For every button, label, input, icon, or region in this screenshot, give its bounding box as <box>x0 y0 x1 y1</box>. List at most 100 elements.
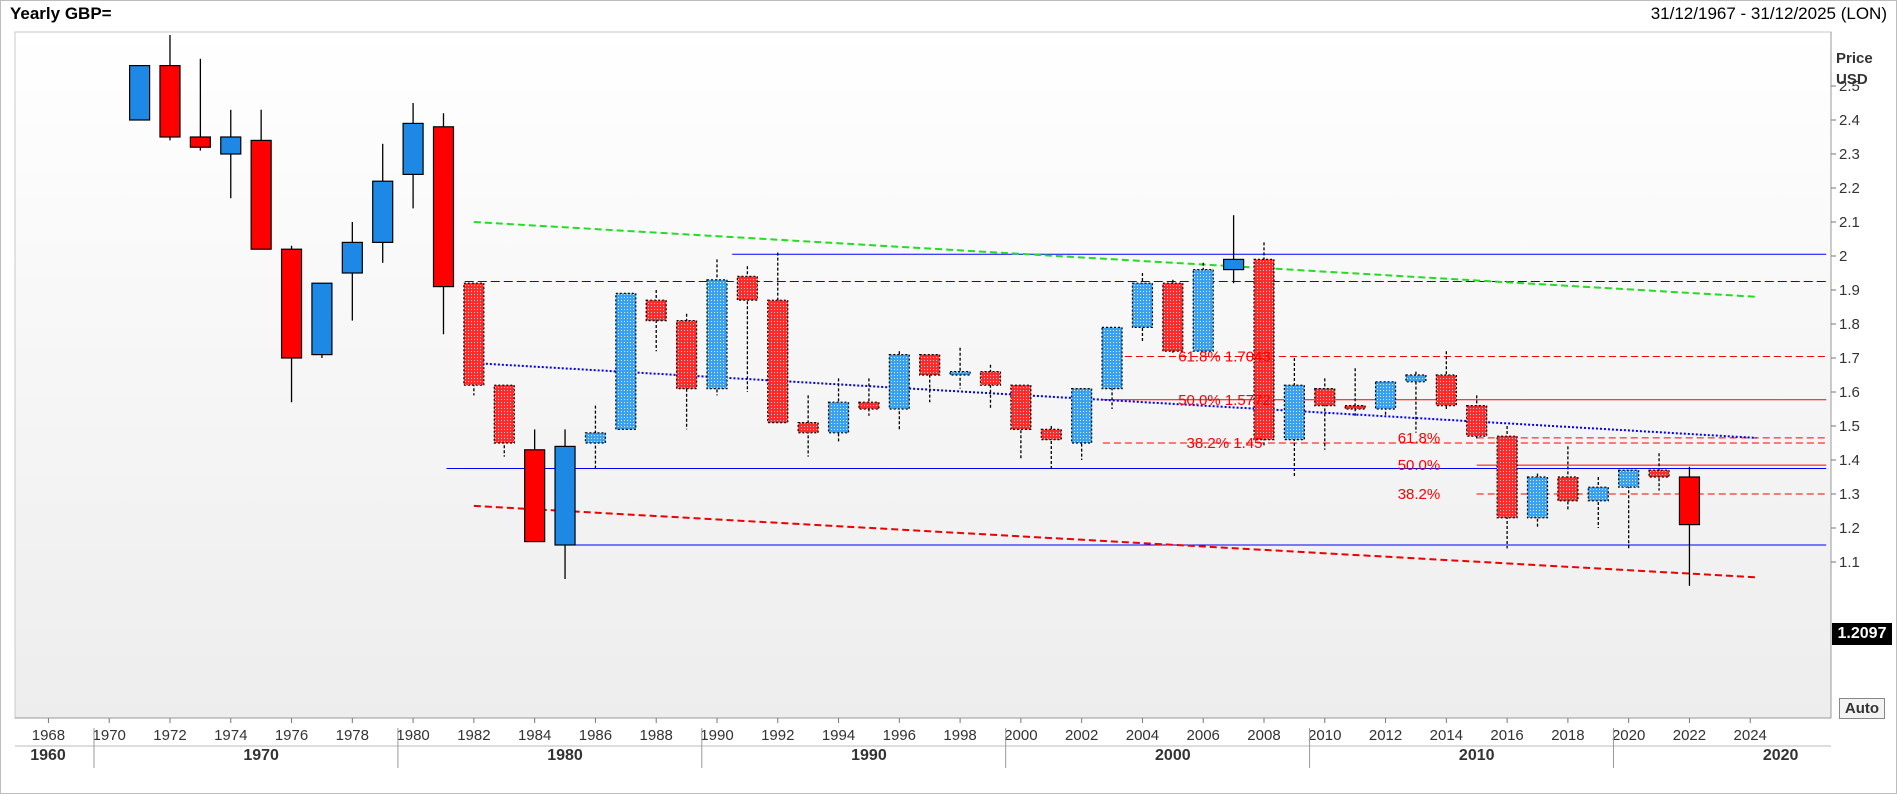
x-tick-label: 2018 <box>1551 727 1584 744</box>
x-tick-label: 1984 <box>518 727 551 744</box>
candle-body <box>1040 428 1062 441</box>
x-tick-label: 2022 <box>1673 727 1706 744</box>
candle <box>250 109 272 250</box>
last-price-badge: 1.2097 <box>1832 623 1892 645</box>
candle-body <box>1678 476 1701 526</box>
candle <box>979 364 1002 409</box>
candle <box>189 58 211 151</box>
candle-body <box>1557 476 1579 502</box>
candle <box>1253 242 1275 447</box>
candle <box>1314 378 1336 450</box>
fib-label: 50.0% <box>1398 457 1441 474</box>
x-tick-label: 2008 <box>1247 727 1280 744</box>
x-tick-label: 1990 <box>700 727 733 744</box>
y-tick-label: 2.4 <box>1839 112 1860 129</box>
candle-body <box>280 248 303 359</box>
price-label-line2: USD <box>1836 71 1868 88</box>
candle-body <box>1374 381 1397 410</box>
candle <box>432 113 455 335</box>
candle <box>1223 215 1245 284</box>
x-tick-label: 2016 <box>1490 727 1523 744</box>
candle <box>1587 477 1609 528</box>
candle-body <box>1526 476 1549 519</box>
x-axis: 1968 1970 1972 1974 1976 1978 1980 1982 1984 1986… <box>15 717 1831 768</box>
x-tick-label: 1986 <box>579 727 612 744</box>
y-tick-label: 1.7 <box>1839 350 1860 367</box>
x-tick-label: 2004 <box>1126 727 1159 744</box>
candle-body <box>372 180 394 243</box>
candle <box>797 395 819 457</box>
candle-body <box>524 449 546 543</box>
candle <box>645 290 667 352</box>
x-tick-label: 2024 <box>1734 727 1767 744</box>
y-tick-label: 2.3 <box>1839 146 1860 163</box>
candle <box>1618 469 1640 549</box>
x-tick-label: 1982 <box>457 727 490 744</box>
candle <box>1040 426 1062 471</box>
y-tick-label: 1.4 <box>1839 452 1860 469</box>
y-tick-label: 2.1 <box>1839 214 1860 231</box>
candle <box>159 35 181 141</box>
candle-body <box>645 299 667 322</box>
x-tick-label: 2006 <box>1187 727 1220 744</box>
candle <box>1010 384 1032 460</box>
candle-body <box>311 282 333 356</box>
candle <box>1283 358 1305 477</box>
candle <box>888 351 910 430</box>
date-range: 31/12/1967 - 31/12/2025 (LON) <box>1650 4 1887 23</box>
trend-line <box>473 504 1757 579</box>
candle-body <box>1283 384 1305 441</box>
candle <box>220 109 242 199</box>
candle-body <box>250 139 272 250</box>
candle <box>615 292 637 430</box>
candle-body <box>1405 374 1427 383</box>
x-tick-label: 2010 <box>1308 727 1341 744</box>
candle <box>402 103 424 209</box>
auto-scale-button[interactable]: Auto <box>1839 698 1885 719</box>
candle <box>1648 453 1670 491</box>
candle-body <box>1223 258 1245 271</box>
candle <box>1344 368 1366 416</box>
candle-body <box>1192 269 1214 352</box>
candle <box>584 405 607 471</box>
candle <box>1131 273 1154 341</box>
y-tick-label: 1.1 <box>1839 554 1860 571</box>
y-tick-label: 2.5 <box>1839 78 1860 95</box>
fib-label: 61.8% 1.7043 <box>1178 349 1271 366</box>
decade-label: 1960 <box>30 747 66 764</box>
candle-body <box>1253 258 1275 441</box>
candle <box>1526 473 1549 528</box>
x-tick-label: 1980 <box>396 727 429 744</box>
fib-label: 61.8% <box>1398 430 1441 447</box>
candle-body <box>1071 388 1093 444</box>
candle-body <box>128 64 151 121</box>
candle-body <box>1344 405 1366 410</box>
x-tick-label: 1988 <box>640 727 673 744</box>
candle-body <box>858 401 880 410</box>
candle-body <box>1435 374 1457 407</box>
candle <box>280 245 303 403</box>
candle-body <box>797 422 819 434</box>
candle-body <box>554 445 576 546</box>
candle <box>736 266 758 392</box>
candle <box>1162 279 1184 355</box>
x-tick-label: 1998 <box>943 727 976 744</box>
x-tick-label: 2014 <box>1430 727 1463 744</box>
x-tick-label: 1978 <box>336 727 369 744</box>
candle-body <box>463 282 485 386</box>
candle-body <box>1466 405 1488 437</box>
candle <box>341 222 363 321</box>
candle-body <box>827 401 850 434</box>
candle-body <box>706 279 728 390</box>
x-tick-label: 1970 <box>93 727 126 744</box>
candle <box>311 282 333 358</box>
candle-body <box>584 432 607 444</box>
x-tick-label: 2002 <box>1065 727 1098 744</box>
y-tick-label: 1.5 <box>1839 418 1860 435</box>
candle-body <box>736 275 758 301</box>
candle-body <box>1101 326 1123 390</box>
candle <box>493 384 515 457</box>
candle <box>524 429 546 543</box>
candle <box>372 143 394 263</box>
